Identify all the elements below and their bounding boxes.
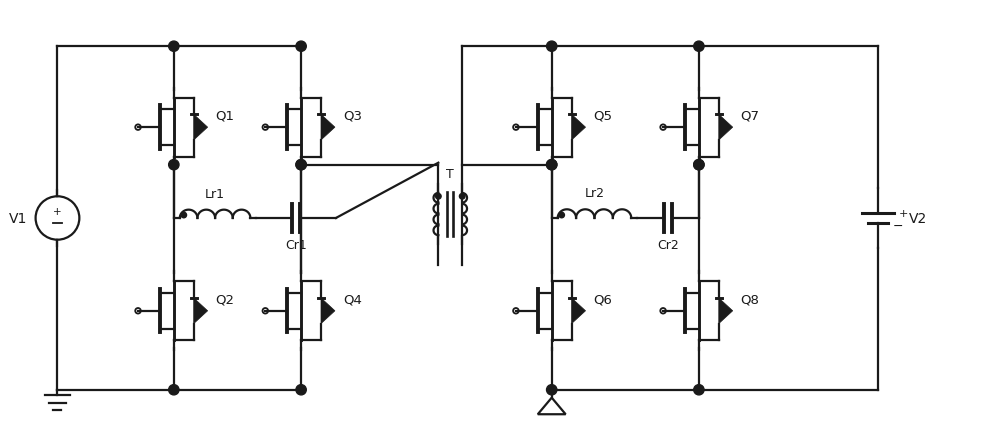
Polygon shape: [194, 115, 208, 141]
Polygon shape: [719, 115, 733, 141]
Circle shape: [459, 194, 465, 200]
Polygon shape: [194, 298, 208, 324]
Circle shape: [296, 160, 306, 171]
Circle shape: [169, 42, 179, 52]
Text: Q2: Q2: [216, 293, 235, 306]
Text: Lr2: Lr2: [584, 187, 604, 200]
Circle shape: [694, 160, 704, 171]
Text: Cr1: Cr1: [285, 238, 307, 251]
Circle shape: [694, 42, 704, 52]
Circle shape: [436, 194, 441, 200]
Circle shape: [694, 160, 704, 171]
Circle shape: [547, 385, 557, 395]
Text: V1: V1: [9, 211, 28, 225]
Text: +: +: [899, 208, 908, 218]
Text: T: T: [446, 168, 454, 181]
Text: −: −: [893, 219, 903, 232]
Text: Q4: Q4: [343, 293, 362, 306]
Polygon shape: [572, 115, 586, 141]
Text: Q5: Q5: [593, 109, 612, 122]
Circle shape: [296, 42, 306, 52]
Polygon shape: [572, 298, 586, 324]
Circle shape: [296, 385, 306, 395]
Text: +: +: [53, 207, 62, 217]
Circle shape: [559, 213, 564, 218]
Circle shape: [547, 160, 557, 171]
Text: Lr1: Lr1: [205, 187, 225, 201]
Circle shape: [547, 42, 557, 52]
Text: V2: V2: [909, 211, 927, 225]
Text: Q8: Q8: [741, 293, 760, 306]
Polygon shape: [719, 298, 733, 324]
Polygon shape: [321, 115, 335, 141]
Polygon shape: [321, 298, 335, 324]
Text: Q7: Q7: [741, 109, 760, 122]
Circle shape: [547, 160, 557, 171]
Circle shape: [694, 385, 704, 395]
Text: Q3: Q3: [343, 109, 362, 122]
Circle shape: [169, 160, 179, 171]
Circle shape: [181, 213, 187, 218]
Text: Q6: Q6: [593, 293, 612, 306]
Circle shape: [169, 385, 179, 395]
Text: Q1: Q1: [216, 109, 235, 122]
Text: Cr2: Cr2: [657, 238, 679, 251]
Circle shape: [296, 160, 306, 171]
